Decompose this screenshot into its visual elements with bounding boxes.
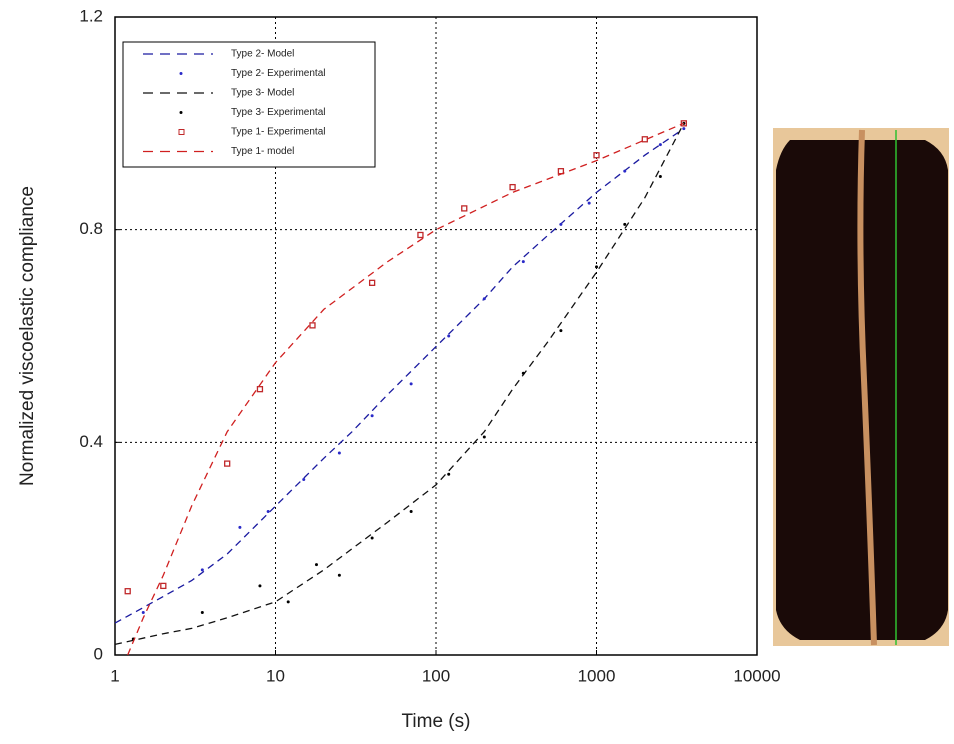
x-tick-label: 100	[422, 666, 450, 685]
data-point	[509, 183, 516, 191]
legend-swatch	[179, 111, 183, 114]
photo	[773, 128, 949, 646]
data-point	[521, 371, 525, 375]
data-point	[286, 600, 290, 604]
x-tick-label: 10	[266, 666, 285, 685]
data-point	[124, 588, 131, 595]
data-point	[309, 322, 316, 329]
model-line	[127, 122, 685, 656]
legend: Type 2- Model Type 2- Experimental Type 3-…	[122, 41, 376, 168]
data-point	[200, 568, 204, 572]
legend-swatch	[179, 72, 183, 75]
legend-label: Type 1- Experimental	[231, 127, 326, 138]
legend-label: Type 3- Model	[231, 88, 294, 99]
data-point	[482, 435, 486, 439]
x-tick-label: 1	[110, 666, 119, 685]
data-point	[521, 260, 525, 264]
photo-fiber	[857, 129, 877, 646]
data-point	[447, 334, 451, 338]
legend-box	[122, 41, 376, 168]
model-line	[114, 128, 685, 624]
x-tick-label: 1000	[578, 666, 616, 685]
y-axis-title: Normalized viscoelastic compliance	[17, 186, 38, 486]
model-line	[114, 122, 685, 646]
data-point	[559, 329, 563, 333]
data-point	[417, 231, 424, 239]
data-point	[461, 205, 468, 212]
data-point	[256, 386, 264, 393]
data-point	[141, 610, 145, 614]
data-point	[238, 525, 242, 529]
data-point	[337, 451, 341, 455]
data-point	[370, 414, 374, 418]
x-axis-title: Time (s)	[402, 711, 471, 732]
data-point	[623, 222, 627, 226]
legend-label: Type 2- Model	[231, 49, 294, 60]
data-point	[682, 127, 686, 131]
x-tick-label: 10000	[733, 666, 780, 685]
data-point	[368, 279, 376, 286]
y-tick-label: 1.2	[79, 6, 103, 25]
legend-label: Type 3- Experimental	[231, 107, 326, 118]
data-point	[623, 169, 627, 173]
data-point	[447, 472, 451, 476]
data-point	[595, 265, 598, 269]
y-tick-label: 0.4	[79, 432, 103, 451]
data-point	[200, 610, 204, 614]
data-point	[409, 509, 413, 513]
data-point	[658, 143, 662, 147]
data-point	[409, 382, 413, 386]
data-point	[587, 201, 591, 205]
data-point	[160, 582, 167, 590]
data-point	[658, 175, 662, 178]
data-point	[370, 536, 374, 540]
legend-label: Type 1- model	[231, 146, 294, 157]
y-tick-label: 0	[94, 644, 103, 663]
data-point	[337, 573, 341, 577]
legend-swatch	[178, 129, 185, 135]
y-tick-label: 0.8	[79, 219, 103, 238]
data-point	[302, 478, 306, 482]
data-point	[314, 563, 318, 567]
data-point	[482, 297, 486, 301]
data-point	[559, 222, 563, 226]
data-point	[593, 152, 600, 159]
data-point	[641, 136, 648, 143]
data-point	[266, 509, 270, 513]
data-point	[224, 460, 231, 467]
data-point	[680, 120, 687, 127]
legend-label: Type 2- Experimental	[231, 68, 326, 79]
data-point	[258, 584, 262, 588]
